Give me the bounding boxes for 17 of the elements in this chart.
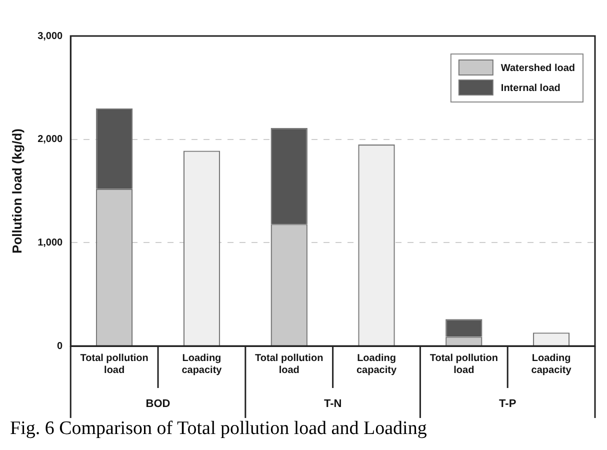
x-tick-label: Loading capacity (531, 352, 572, 376)
legend-label: Watershed load (500, 62, 576, 74)
x-tick-label: Loading capacity (182, 352, 222, 376)
y-tick-label: 3,000 (38, 30, 64, 42)
x-tick-label: Total pollution load (430, 352, 498, 376)
x-tick-label: Loading capacity (356, 352, 397, 376)
text: T-N (324, 398, 342, 410)
caption: Fig. 6 Comparison of Total pollution load and Loading (10, 418, 428, 440)
text: BOD (146, 398, 170, 410)
y-tick-label: 0 (57, 340, 64, 352)
y-tick-label: 2,000 (38, 134, 64, 146)
text: T-P (499, 398, 516, 410)
x-tick-label: Total pollution load (80, 352, 148, 376)
x-tick-label: Total pollution load (255, 352, 324, 376)
y-tick-label: 1,000 (38, 237, 64, 248)
y-axis-title: Pollution load (kg/d) (9, 128, 24, 254)
legend-label: Internal load (500, 82, 560, 94)
